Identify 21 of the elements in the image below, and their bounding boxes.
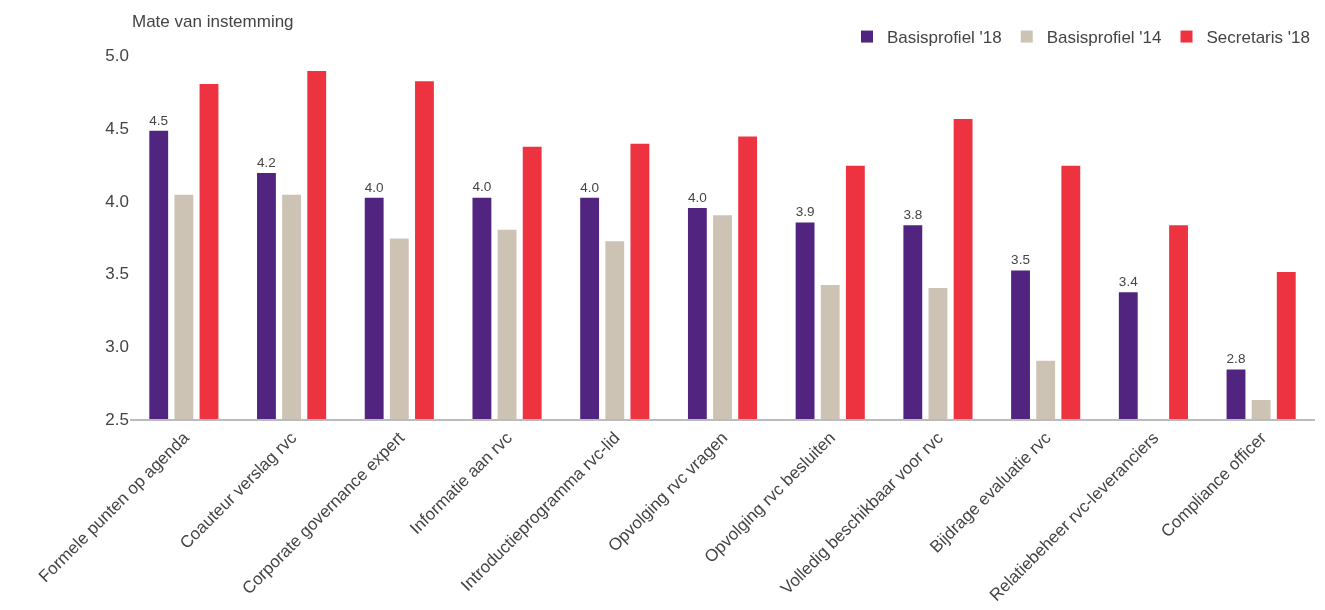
y-tick-label: 4.0	[105, 191, 129, 211]
y-tick-label: 4.5	[105, 118, 129, 138]
data-label: 4.5	[149, 112, 169, 128]
y-axis-title: Mate van instemming	[132, 12, 294, 31]
data-label: 3.5	[1011, 252, 1030, 268]
legend-label: Secretaris '18	[1206, 28, 1310, 48]
legend-label: Basisprofiel '14	[1046, 28, 1162, 48]
data-label: 3.9	[795, 204, 815, 220]
legend-label: Basisprofiel '18	[887, 28, 1002, 48]
data-label: 4.0	[472, 179, 492, 195]
data-label: 4.2	[257, 154, 276, 170]
data-label: 3.8	[903, 207, 923, 223]
data-label: 4.0	[687, 189, 707, 205]
data-label: 3.4	[1118, 274, 1139, 290]
y-tick-label: 2.5	[105, 409, 129, 429]
y-tick-label: 3.0	[105, 337, 129, 357]
y-tick-label: 5.0	[105, 45, 129, 65]
data-label: 2.8	[1226, 351, 1246, 367]
y-tick-label: 3.5	[105, 264, 129, 284]
data-label: 4.0	[364, 179, 384, 195]
data-label: 4.0	[580, 179, 600, 195]
